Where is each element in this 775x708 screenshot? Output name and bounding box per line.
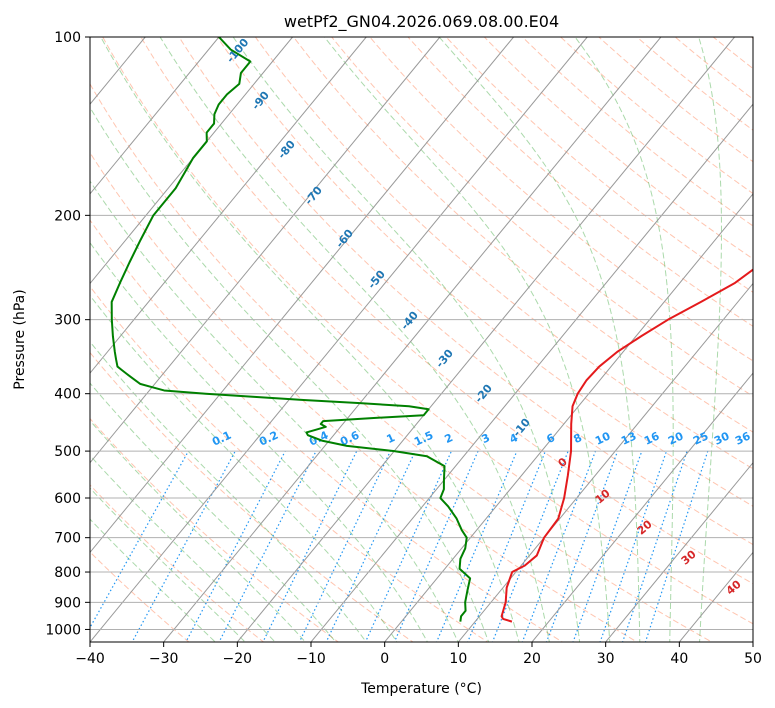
isotherm-line: [531, 372, 753, 642]
x-tick-label: 0: [380, 651, 389, 667]
x-tick-label: 30: [597, 651, 615, 667]
isotherm-line: [752, 641, 753, 642]
moist-adiabat-line: [90, 382, 337, 642]
mixing-ratio-line: [262, 450, 358, 642]
x-tick-label: 40: [670, 651, 688, 667]
moist-adiabat-line: [90, 180, 459, 642]
x-tick-label: −30: [149, 651, 179, 667]
moist-adiabat-line: [90, 106, 490, 642]
dry-adiabat-line: [483, 37, 753, 260]
dry-adiabat-line: [216, 37, 753, 507]
moist-adiabat-line: [159, 37, 550, 642]
dry-adiabats: [90, 10, 775, 654]
dry-adiabat-line: [90, 285, 489, 642]
dry-adiabat-line: [559, 37, 753, 195]
y-tick-label: 600: [54, 491, 81, 507]
mixing-ratio-line: [491, 450, 569, 642]
isotherm-line: [90, 37, 514, 554]
moist-adiabat-line: [698, 37, 722, 642]
temperature-trace: [500, 268, 753, 623]
x-tick-label: −10: [296, 651, 326, 667]
moist-adiabat-line: [90, 454, 276, 642]
isotherm-line: [310, 103, 753, 642]
x-axis-label: Temperature (°C): [360, 681, 482, 697]
mixing-ratio-label: 20: [666, 429, 686, 447]
mixing-ratio-label: 36: [733, 429, 753, 447]
moist-adiabat-line: [574, 37, 674, 642]
mixing-ratio-label: 16: [642, 429, 662, 447]
dry-adiabat-line: [90, 219, 564, 642]
mixing-ratio-line: [131, 450, 236, 642]
sounding-traces: [110, 37, 753, 623]
mixing-ratio-line: [521, 450, 597, 642]
y-tick-label: 1000: [45, 622, 81, 638]
dry-adiabat-line: [755, 10, 775, 654]
y-axis-label: Pressure (hPa): [12, 289, 28, 389]
mixing-ratio-line: [393, 450, 479, 642]
dry-adiabat-line: [598, 37, 753, 163]
dry-adiabat-line: [90, 417, 340, 642]
moist-adiabat-line: [90, 419, 307, 642]
moist-adiabat-line: [232, 37, 581, 642]
isotherm-line: [90, 37, 293, 285]
x-tick-label: 10: [449, 651, 467, 667]
isotherm-line: [457, 282, 753, 642]
mixing-ratio-label: 13: [619, 429, 638, 447]
mixing-ratio-line: [364, 450, 452, 642]
isotherms: [0, 37, 753, 642]
mixing-ratio-line: [298, 450, 391, 642]
chart-title: wetPf2_GN04.2026.069.08.00.E04: [284, 12, 559, 32]
moist-adiabat-line: [323, 37, 611, 642]
mixing-ratio-label: 30: [712, 429, 732, 447]
mixing-ratio-line: [545, 450, 619, 642]
y-tick-label: 400: [54, 387, 81, 403]
isotherm-line: [90, 37, 367, 374]
isotherm-line: [90, 37, 588, 642]
dry-adiabat-line: [90, 484, 265, 642]
dry-adiabat-line: [90, 151, 639, 642]
plot-background: [90, 37, 753, 642]
moist-adiabat-line: [100, 37, 520, 642]
isotherm-line: [236, 37, 735, 642]
dry-adiabat-line: [445, 37, 753, 293]
dry-adiabat-line: [254, 37, 753, 470]
moist-adiabat-line: [90, 294, 398, 642]
x-tick-label: −20: [223, 651, 253, 667]
dry-adiabat-line: [292, 37, 753, 433]
y-tick-label: 200: [54, 208, 81, 224]
moist-adiabat-line: [90, 341, 367, 642]
plot-frame: [89, 36, 754, 643]
mixing-ratio-line: [435, 450, 518, 642]
isotherm-line: [163, 37, 662, 642]
mixing-ratio-label: 10: [593, 429, 613, 447]
dry-adiabat-line: [102, 37, 753, 625]
mixing-ratio-label: 25: [691, 429, 710, 447]
isotherm-line: [605, 461, 753, 642]
y-tick-label: 700: [54, 531, 81, 547]
isotherm-line: [0, 37, 72, 642]
dry-adiabat-line: [331, 37, 753, 397]
axis-ticks: −40 −30 −20 −10 0 10 20 30 40 50 100 200 300 400 500 60…: [45, 30, 762, 667]
y-tick-label: 900: [54, 595, 81, 611]
isotherm-line: [90, 37, 220, 195]
y-tick-label: 300: [54, 313, 81, 329]
x-tick-label: 20: [523, 651, 541, 667]
y-tick-label: 500: [54, 444, 81, 460]
mixing-ratio-line: [325, 450, 416, 642]
y-tick-label: 800: [54, 565, 81, 581]
dry-adiabat-line: [178, 37, 753, 546]
mixing-ratio-line: [90, 450, 189, 629]
isotherm-line: [384, 193, 753, 642]
isotherm-line: [90, 37, 441, 464]
dry-adiabat-line: [140, 37, 753, 585]
dry-adiabat-line: [90, 83, 713, 642]
dewpoint-trace: [110, 37, 472, 622]
x-tick-label: −40: [75, 651, 105, 667]
x-tick-label: 50: [744, 651, 762, 667]
y-tick-label: 100: [54, 30, 81, 46]
